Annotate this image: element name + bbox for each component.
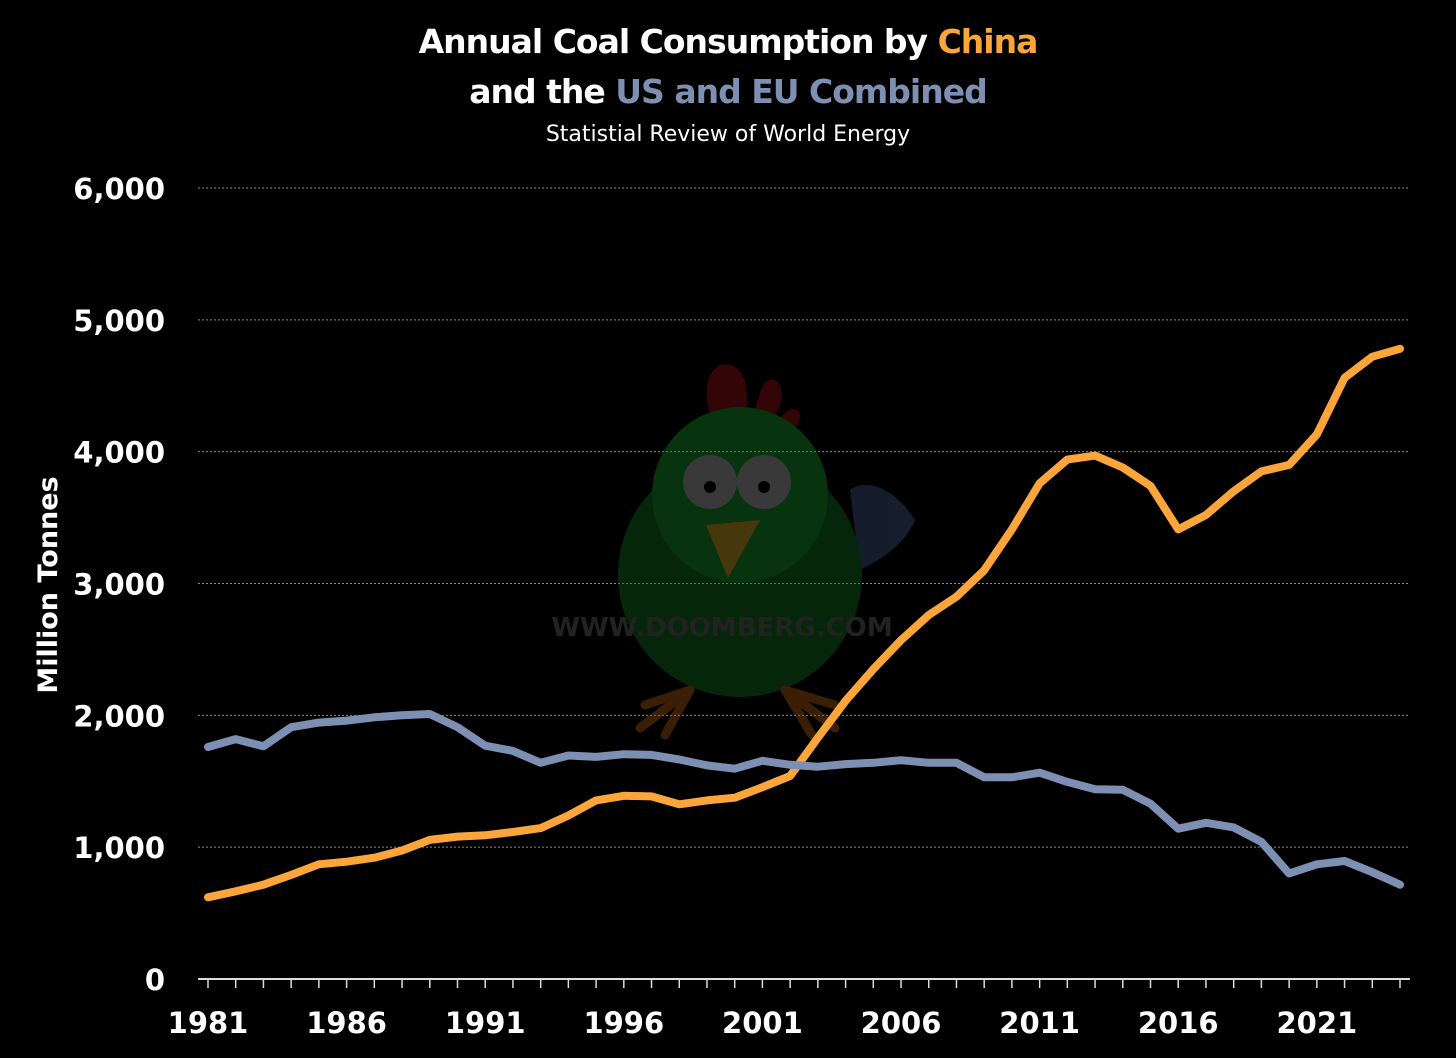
y-tick-label: 1,000 — [73, 831, 165, 865]
title-highlight-china: China — [937, 22, 1039, 61]
chart-title-line-1: Annual Coal Consumption by China — [0, 22, 1456, 61]
title-highlight-us-eu: US and EU Combined — [615, 72, 987, 111]
x-tick-label: 1981 — [168, 1006, 249, 1040]
x-tick-label: 1991 — [445, 1006, 526, 1040]
y-tick-label: 2,000 — [73, 699, 165, 733]
y-tick-label: 5,000 — [73, 304, 165, 338]
series-line-china — [204, 344, 1404, 902]
y-tick-label: 0 — [145, 963, 165, 997]
x-tick-label: 2016 — [1138, 1006, 1219, 1040]
x-tick-label: 2001 — [722, 1006, 803, 1040]
y-axis-label: Million Tonnes — [33, 476, 64, 693]
x-tick-label: 1986 — [306, 1006, 387, 1040]
axes: 0 1,000 2,000 3,000 4,000 5,000 6,000 1981 1986 1… — [73, 172, 1410, 1040]
x-tick-label: 1996 — [583, 1006, 664, 1040]
y-tick-label: 6,000 — [73, 172, 165, 206]
chart-title-line-2: and the US and EU Combined — [0, 72, 1456, 111]
title-prefix-2: and the — [469, 72, 616, 111]
x-tick-label: 2006 — [861, 1006, 942, 1040]
x-tick-label: 2021 — [1276, 1006, 1357, 1040]
watermark-text: WWW.DOOMBERG.COM — [551, 613, 892, 643]
x-tick-label: 2011 — [999, 1006, 1080, 1040]
y-tick-label: 3,000 — [73, 568, 165, 602]
title-prefix-1: Annual Coal Consumption by — [418, 22, 938, 61]
series-lines — [204, 344, 1404, 902]
chart-subtitle: Statistial Review of World Energy — [545, 122, 911, 147]
y-tick-label: 4,000 — [73, 436, 165, 470]
series-line-us-eu — [204, 710, 1404, 889]
chicken-watermark-icon — [618, 364, 915, 740]
